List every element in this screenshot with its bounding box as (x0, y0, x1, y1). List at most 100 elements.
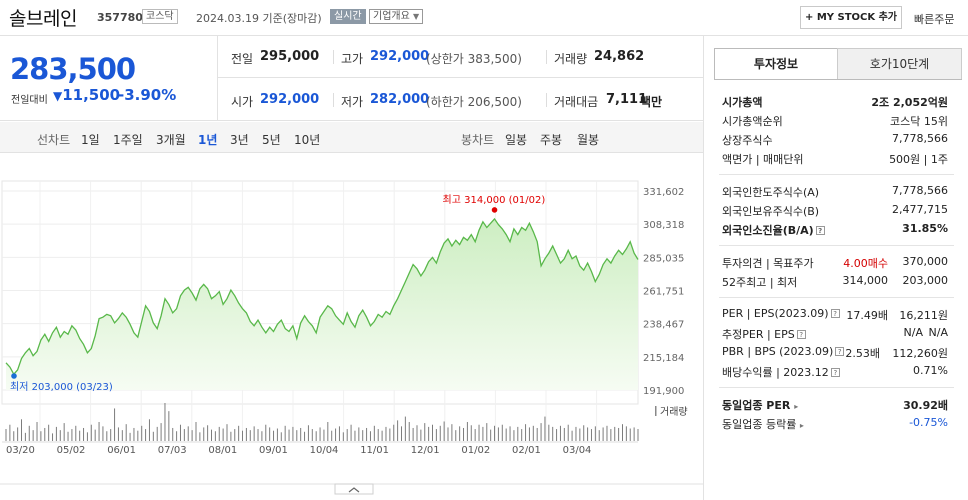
price-line (5, 217, 639, 376)
stock-name: 솔브레인 (9, 8, 77, 30)
info-value: 31.85% (902, 222, 948, 235)
down-triangle-icon: ▼ (53, 89, 63, 103)
x-tick-label: 08/01 (208, 445, 237, 456)
x-tick-label: 03/20 (6, 445, 35, 456)
lower-limit: (하한가 206,500) (426, 95, 522, 109)
candle-monthly[interactable]: 월봉 (577, 133, 600, 147)
y-tick-label: 191,900 (643, 386, 684, 397)
info-value: 7,778,566 (892, 132, 948, 145)
period-1d[interactable]: 1일 (81, 133, 100, 147)
y-tick-label: 261,751 (643, 287, 684, 298)
divider (333, 50, 334, 64)
quote-row-2: 시가 292,000 저가 282,000 (하한가 206,500) 거래대금… (218, 79, 703, 121)
period-3m[interactable]: 3개월 (156, 133, 186, 147)
amount-label: 거래대금 (554, 95, 599, 109)
opinion-value: 4.00매수 (843, 257, 888, 270)
x-tick-label: 05/02 (57, 445, 86, 456)
low-52w-value: 203,000 (902, 274, 949, 287)
info-key: 액면가 | 매매단위 (722, 153, 804, 166)
info-row: 52주최고 | 최저 314,000 203,000 (722, 274, 948, 293)
divider (719, 174, 954, 175)
x-tick-label: 03/04 (563, 445, 592, 456)
quick-order-link[interactable]: 빠른주문 (914, 13, 955, 26)
y-tick-label: 238,467 (643, 320, 684, 331)
info-row: 투자의견 | 목표주가 4.00매수 370,000 (722, 255, 948, 274)
market-badge: 코스닥 (142, 9, 178, 24)
divider (546, 93, 547, 107)
tab-order-book[interactable]: 호가10단계 (837, 48, 962, 80)
eps-value: 16,211원 (899, 309, 948, 322)
info-row[interactable]: 동일업종 PER ▸ 30.92배 (722, 397, 948, 416)
price-change: ▼11,500 (53, 86, 120, 104)
candle-chart-label: 봉차트 (461, 133, 495, 147)
candle-weekly[interactable]: 주봉 (540, 133, 563, 147)
realtime-button[interactable]: 실시간 (330, 9, 366, 24)
y-tick-label: 308,318 (643, 220, 684, 231)
volume-legend: 거래량 (660, 406, 688, 418)
period-10y[interactable]: 10년 (294, 133, 321, 147)
high-52w-value: 314,000 (842, 274, 889, 287)
volume-value: 24,862 (594, 49, 645, 64)
info-key: PER | EPS(2023.09)? (722, 307, 840, 320)
max-annotation: 최고 314,000 (01/02) (443, 194, 546, 206)
amount-value: 7,111 (606, 92, 648, 107)
amount-unit: 백만 (640, 95, 663, 109)
divider (719, 297, 954, 298)
info-key: PBR | BPS (2023.09)? (722, 345, 845, 358)
help-icon[interactable]: ? (830, 368, 840, 377)
info-panel: 투자정보 호가10단계 시가총액 2조 2,052억원 시가총액순위 코스닥 1… (703, 36, 968, 500)
info-row: 액면가 | 매매단위 500원 | 1주 (722, 151, 948, 170)
collapse-handle (334, 483, 374, 495)
x-tick-label: 11/01 (360, 445, 389, 456)
upper-limit: (상한가 383,500) (426, 52, 522, 66)
info-key: 투자의견 | 목표주가 (722, 257, 814, 270)
price-change-percent: -3.90% (118, 86, 177, 104)
info-key: 상장주식수 (722, 134, 773, 147)
info-key-text: PER | EPS(2023.09) (722, 307, 829, 320)
company-info-dropdown[interactable]: 기업개요 ▼ (369, 9, 424, 24)
my-stock-add-button[interactable]: + MY STOCK 추가 (800, 6, 902, 29)
prev-close-value: 295,000 (260, 49, 320, 64)
info-key: 동일업종 등락률 ▸ (722, 416, 804, 432)
info-key: 외국인보유주식수(B) (722, 205, 820, 218)
min-marker (11, 373, 17, 379)
help-icon[interactable]: ? (796, 330, 806, 339)
low-value: 282,000 (370, 92, 430, 107)
chevron-right-icon: ▸ (799, 421, 804, 430)
chart-controls: 선차트 1일 1주일 3개월 1년 3년 5년 10년 봉차트 일봉 주봉 월봉 (0, 122, 703, 153)
chevron-right-icon: ▸ (794, 402, 799, 411)
x-tick-label: 02/01 (512, 445, 541, 456)
help-icon[interactable]: ? (815, 226, 825, 235)
info-key: 시가총액 (722, 96, 763, 109)
price-summary: 283,500 전일대비 ▼11,500 -3.90% (0, 36, 218, 121)
period-5y[interactable]: 5년 (262, 133, 281, 147)
low-label: 저가 (341, 95, 364, 109)
volume-label: 거래량 (554, 52, 588, 66)
est-eps-value: N/A (928, 326, 948, 339)
x-tick-label: 10/04 (310, 445, 339, 456)
price-area (6, 218, 638, 390)
period-1w[interactable]: 1주일 (113, 133, 143, 147)
tab-invest-info[interactable]: 투자정보 (714, 48, 838, 80)
info-value: 0.71% (913, 364, 948, 377)
x-tick-label: 12/01 (411, 445, 440, 456)
help-icon[interactable]: ? (835, 347, 845, 356)
high-label: 고가 (341, 52, 364, 66)
info-row[interactable]: 동일업종 등락률 ▸ -0.75% (722, 416, 948, 435)
period-1y[interactable]: 1년 (198, 133, 218, 147)
x-tick-label: 06/01 (107, 445, 136, 456)
prev-close-label: 전일 (231, 52, 254, 66)
candle-daily[interactable]: 일봉 (505, 133, 528, 147)
open-label: 시가 (231, 95, 254, 109)
info-key-text: PBR | BPS (2023.09) (722, 345, 834, 358)
tab-underline (714, 79, 962, 80)
info-key: 외국인한도주식수(A) (722, 186, 820, 199)
info-row: 상장주식수 7,778,566 (722, 132, 948, 151)
info-value: 500원 | 1주 (889, 153, 948, 166)
help-icon[interactable]: ? (830, 309, 840, 318)
max-marker (491, 207, 498, 213)
stock-code: 357780 (97, 11, 143, 24)
period-3y[interactable]: 3년 (230, 133, 249, 147)
info-value: 코스닥 15위 (890, 115, 948, 128)
info-value: 2,477,715 (892, 203, 948, 216)
